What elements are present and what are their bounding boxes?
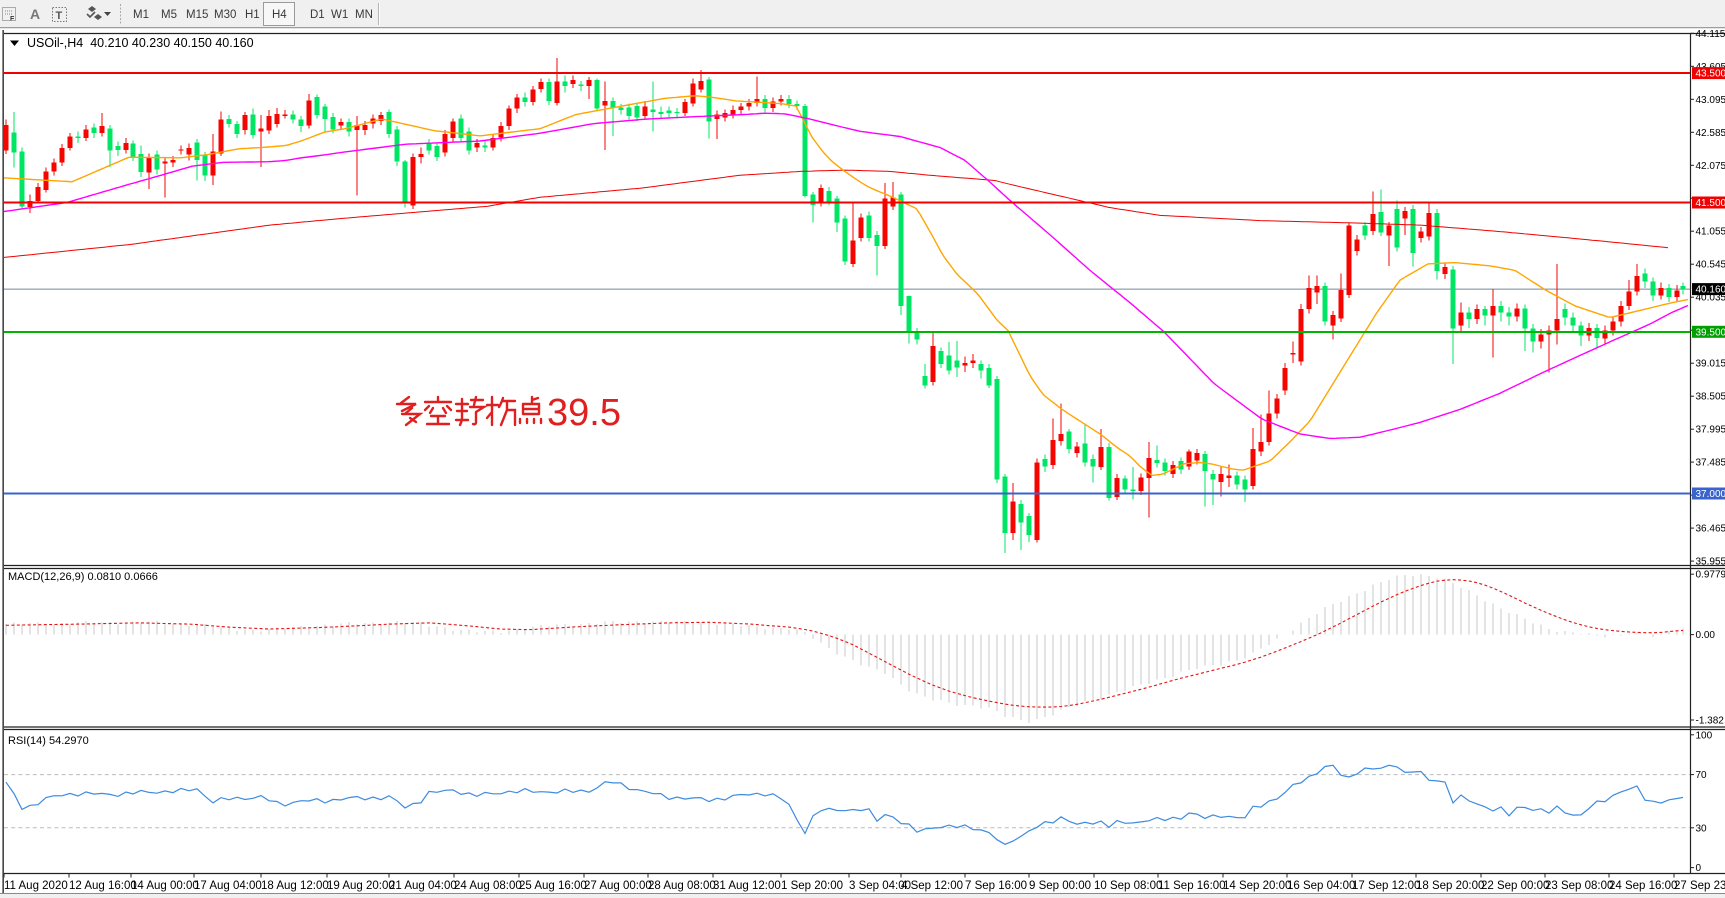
svg-text:42.585: 42.585 [1696, 128, 1725, 139]
svg-text:43.095: 43.095 [1696, 95, 1725, 106]
svg-text:37.995: 37.995 [1696, 425, 1725, 436]
svg-text:21 Aug 04:00: 21 Aug 04:00 [389, 880, 457, 892]
svg-text:36.465: 36.465 [1696, 524, 1725, 535]
svg-text:M30: M30 [214, 9, 236, 21]
svg-text:22 Sep 00:00: 22 Sep 00:00 [1481, 880, 1549, 892]
svg-text:11 Aug 2020: 11 Aug 2020 [4, 880, 68, 892]
svg-text:17 Sep 12:00: 17 Sep 12:00 [1352, 880, 1420, 892]
svg-text:14 Aug 00:00: 14 Aug 00:00 [131, 880, 199, 892]
svg-text:D1: D1 [310, 9, 325, 21]
svg-text:T: T [56, 10, 63, 22]
svg-text:M15: M15 [186, 9, 208, 21]
svg-text:0: 0 [1696, 863, 1702, 874]
svg-text:39.015: 39.015 [1696, 359, 1725, 370]
svg-text:24 Sep 16:00: 24 Sep 16:00 [1609, 880, 1677, 892]
svg-text:-1.382: -1.382 [1696, 716, 1725, 727]
svg-text:28 Aug 08:00: 28 Aug 08:00 [648, 880, 716, 892]
svg-text:0.9779: 0.9779 [1696, 570, 1725, 581]
svg-text:10 Sep 08:00: 10 Sep 08:00 [1094, 880, 1162, 892]
svg-text:7 Sep 16:00: 7 Sep 16:00 [965, 880, 1027, 892]
svg-text:40.545: 40.545 [1696, 260, 1725, 271]
svg-text:MN: MN [355, 9, 373, 21]
svg-text:USOil-,H4 40.210 40.230 40.15: USOil-,H4 40.210 40.230 40.150 40.160 [27, 36, 254, 50]
svg-text:44.115: 44.115 [1696, 29, 1725, 40]
svg-text:35.955: 35.955 [1696, 557, 1725, 568]
svg-text:18 Sep 20:00: 18 Sep 20:00 [1416, 880, 1484, 892]
svg-text:17 Aug 04:00: 17 Aug 04:00 [194, 880, 262, 892]
svg-text:41.055: 41.055 [1696, 227, 1725, 238]
svg-text:43.500: 43.500 [1696, 69, 1725, 80]
svg-text:37.485: 37.485 [1696, 458, 1725, 469]
svg-text:70: 70 [1696, 770, 1708, 781]
svg-text:RSI(14) 54.2970: RSI(14) 54.2970 [8, 735, 89, 747]
svg-text:4 Sep 12:00: 4 Sep 12:00 [901, 880, 963, 892]
svg-text:M1: M1 [133, 9, 149, 21]
svg-text:23 Sep 08:00: 23 Sep 08:00 [1545, 880, 1613, 892]
svg-text:MACD(12,26,9) 0.0810 0.0666: MACD(12,26,9) 0.0810 0.0666 [8, 571, 158, 583]
svg-text:12 Aug 16:00: 12 Aug 16:00 [69, 880, 137, 892]
svg-text:1 Sep 20:00: 1 Sep 20:00 [781, 880, 843, 892]
svg-text:30: 30 [1696, 823, 1708, 834]
svg-text:F: F [10, 16, 15, 23]
svg-text:39.500: 39.500 [1696, 327, 1725, 338]
svg-text:38.505: 38.505 [1696, 392, 1725, 403]
svg-text:40.160: 40.160 [1696, 285, 1725, 296]
svg-text:H1: H1 [245, 9, 260, 21]
svg-text:27 Sep 23:00: 27 Sep 23:00 [1674, 880, 1725, 892]
svg-text:M5: M5 [161, 9, 177, 21]
svg-text:100: 100 [1696, 730, 1713, 741]
svg-text:3 Sep 04:00: 3 Sep 04:00 [849, 880, 911, 892]
svg-text:27 Aug 00:00: 27 Aug 00:00 [584, 880, 652, 892]
svg-text:41.500: 41.500 [1696, 198, 1725, 209]
svg-text:31 Aug 12:00: 31 Aug 12:00 [713, 880, 781, 892]
svg-text:H4: H4 [272, 9, 287, 21]
svg-text:25 Aug 16:00: 25 Aug 16:00 [519, 880, 587, 892]
svg-text:42.075: 42.075 [1696, 161, 1725, 172]
svg-text:W1: W1 [331, 9, 348, 21]
svg-text:14 Sep 20:00: 14 Sep 20:00 [1223, 880, 1291, 892]
svg-text:18 Aug 12:00: 18 Aug 12:00 [261, 880, 329, 892]
svg-text:39.5: 39.5 [547, 392, 621, 434]
svg-text:16 Sep 04:00: 16 Sep 04:00 [1287, 880, 1355, 892]
svg-text:11 Sep 16:00: 11 Sep 16:00 [1158, 880, 1226, 892]
svg-text:24 Aug 08:00: 24 Aug 08:00 [454, 880, 522, 892]
svg-text:A: A [30, 6, 40, 22]
svg-text:9 Sep 00:00: 9 Sep 00:00 [1029, 880, 1091, 892]
svg-text:40.035: 40.035 [1696, 293, 1725, 304]
svg-text:19 Aug 20:00: 19 Aug 20:00 [327, 880, 395, 892]
svg-text:37.000: 37.000 [1696, 489, 1725, 500]
svg-text:0.00: 0.00 [1696, 630, 1716, 641]
